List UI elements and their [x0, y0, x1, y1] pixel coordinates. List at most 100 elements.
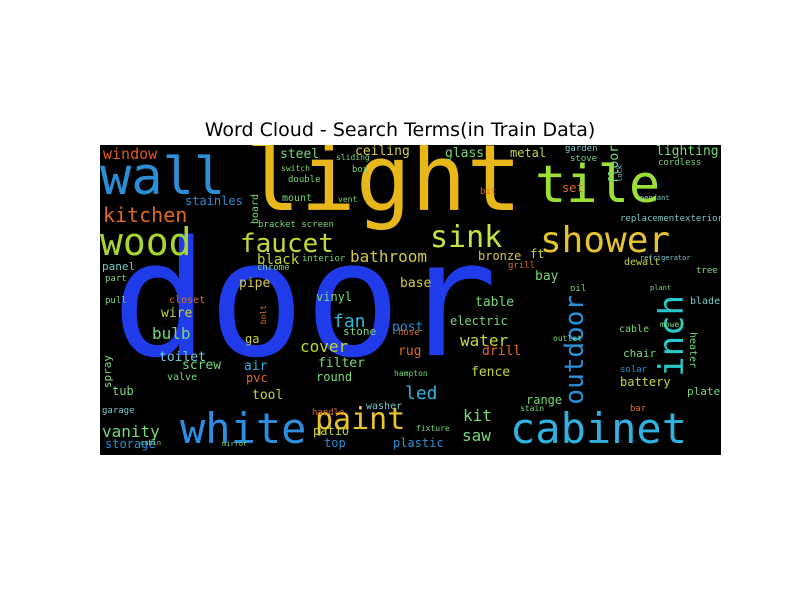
cloud-word-box: box	[352, 165, 369, 175]
cloud-word-cable: cable	[619, 324, 650, 335]
cloud-word-stove: stove	[570, 154, 598, 164]
cloud-word-plate: plate	[687, 385, 721, 398]
cloud-word-cordless: cordless	[658, 158, 702, 168]
cloud-word-bracket-screen: bracket screen	[258, 220, 334, 230]
cloud-word-wood: wood	[100, 220, 192, 264]
cloud-word-light: light	[245, 145, 522, 232]
cloud-word-bronze: bronze	[478, 249, 522, 263]
cloud-word-ft: ft	[530, 247, 545, 261]
cloud-word-wire: wire	[161, 306, 193, 321]
cloud-word-garage: garage	[102, 406, 135, 416]
cloud-word-ga: ga	[245, 332, 260, 346]
cloud-word-refrigerator: refrigerator	[640, 254, 691, 262]
cloud-word-tub: tub	[112, 384, 134, 398]
cloud-word-vanity: vanity	[102, 422, 160, 441]
cloud-word-sliding: sliding	[336, 153, 370, 162]
cloud-word-double: double	[288, 175, 321, 185]
cloud-word-tree: tree	[696, 266, 718, 276]
cloud-word-pull: pull	[105, 296, 127, 306]
cloud-word-set: set	[562, 181, 584, 195]
cloud-word-fixture: fixture	[416, 424, 450, 433]
cloud-word-bulb: bulb	[152, 324, 191, 343]
cloud-word-cover: cover	[300, 337, 349, 356]
cloud-word-lock: lock	[616, 165, 624, 182]
cloud-word-door: door	[112, 206, 498, 393]
cloud-word-top: top	[324, 436, 346, 450]
cloud-word-shower: shower	[540, 220, 671, 261]
cloud-word-chrome: chrome	[257, 263, 290, 273]
cloud-word-sink: sink	[430, 220, 503, 255]
cloud-word-black: black	[257, 252, 300, 268]
cloud-word-steel: steel	[280, 147, 320, 162]
cloud-word-rug: rug	[398, 344, 422, 359]
cloud-word-part: part	[105, 274, 127, 284]
cloud-word-lighting: lighting	[656, 145, 719, 159]
cloud-word-interior: interior	[302, 254, 346, 264]
cloud-word-bar: bar	[630, 404, 647, 414]
cloud-word-inch: inch	[652, 295, 692, 377]
cloud-word-mirror: mirror	[222, 440, 248, 448]
cloud-word-table: table	[475, 295, 515, 310]
cloud-word-filter: filter	[318, 356, 365, 371]
cloud-word-patio: patio	[313, 424, 350, 438]
cloud-word-vinyl: vinyl	[316, 290, 353, 304]
cloud-word-panel: panel	[102, 260, 136, 273]
cloud-word-saw: saw	[462, 426, 491, 445]
cloud-word-battery: battery	[620, 375, 671, 389]
cloud-word-plant: plant	[650, 284, 672, 292]
cloud-word-heater: heater	[687, 332, 698, 369]
cloud-word-base: base	[400, 276, 432, 291]
cloud-word-switch: switch	[281, 164, 310, 173]
cloud-word-cabinet: cabinet	[510, 404, 688, 453]
cloud-word-hampton: hampton	[394, 369, 428, 378]
cloud-word-handle: handle	[312, 408, 345, 418]
cloud-word-faucet: faucet	[240, 229, 334, 259]
cloud-word-oil: oil	[570, 284, 587, 294]
cloud-word-ceiling: ceiling	[355, 145, 410, 159]
cloud-word-drill: drill	[482, 344, 522, 359]
cloud-word-valve: valve	[167, 372, 198, 383]
cloud-word-toilet: toilet	[159, 350, 206, 365]
cloud-word-fan: fan	[333, 311, 366, 332]
cloud-word-vent: vent	[338, 195, 358, 204]
chart-title: Word Cloud - Search Terms(in Train Data)	[204, 119, 596, 141]
cloud-word-bit: bit	[480, 187, 497, 197]
cloud-word-storage: storage	[105, 437, 156, 451]
cloud-word-replacementexterior: replacementexterior	[620, 214, 721, 224]
cloud-word-mount: mount	[282, 193, 313, 204]
cloud-word-stainles: stainles	[185, 194, 243, 208]
cloud-word-plastic: plastic	[393, 436, 444, 450]
cloud-word-tile: tile	[535, 155, 661, 215]
cloud-word-cabin: cabin	[140, 439, 162, 447]
cloud-word-paint: paint	[315, 402, 406, 437]
cloud-word-garden: garden	[565, 145, 598, 154]
cloud-word-washer: washer	[366, 401, 403, 412]
cloud-word-bay: bay	[535, 269, 559, 284]
cloud-word-kitchen: kitchen	[103, 203, 188, 227]
cloud-word-kit: kit	[463, 406, 492, 425]
cloud-word-solar: solar	[620, 365, 648, 375]
cloud-word-screw: screw	[182, 358, 222, 373]
cloud-word-white: white	[180, 404, 307, 453]
cloud-word-mower: mower	[660, 320, 685, 329]
cloud-word-air: air	[244, 359, 268, 374]
cloud-word-bathroom: bathroom	[350, 247, 428, 266]
cloud-word-tool: tool	[252, 388, 284, 403]
cloud-word-grill: grill	[508, 261, 536, 271]
cloud-word-closet: closet	[169, 295, 206, 306]
cloud-word-wall: wall	[100, 147, 226, 207]
cloud-word-fence: fence	[471, 365, 511, 380]
word-cloud: door light wall tile wood faucet sink shower kit…	[100, 145, 721, 455]
cloud-word-window: window	[103, 145, 158, 163]
cloud-word-chair: chair	[623, 347, 657, 360]
cloud-word-pendant: pendant	[640, 194, 670, 202]
cloud-word-spray: spray	[101, 355, 114, 389]
cloud-word-round: round	[316, 370, 353, 384]
cloud-word-water: water	[460, 331, 509, 350]
cloud-word-metal: metal	[510, 146, 547, 160]
cloud-word-glass: glass	[445, 146, 485, 161]
cloud-word-dewalt: dewalt	[624, 257, 661, 268]
cloud-word-pipe: pipe	[239, 276, 271, 291]
cloud-word-blade: blade	[690, 296, 721, 307]
cloud-word-bolt: bolt	[259, 305, 268, 325]
